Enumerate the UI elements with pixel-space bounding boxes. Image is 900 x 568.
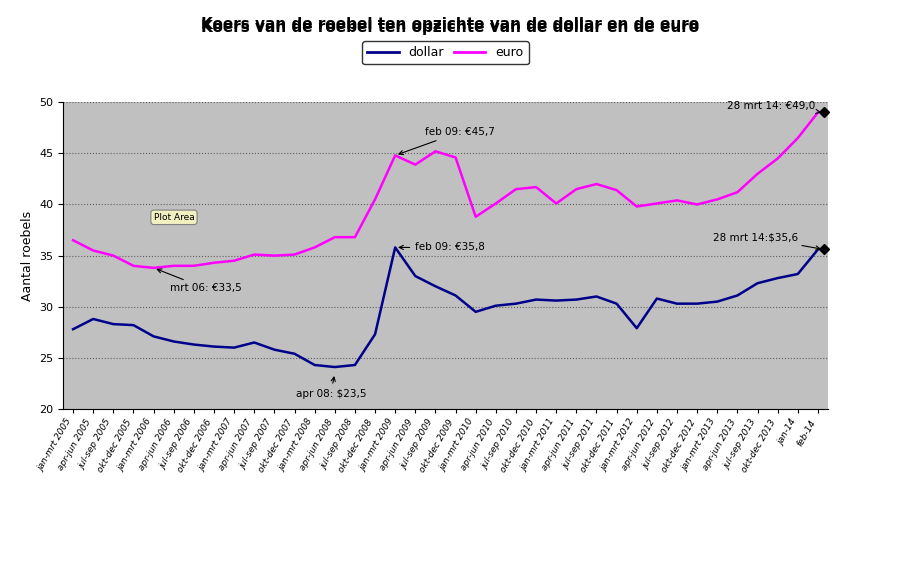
Y-axis label: Aantal roebels: Aantal roebels [21,211,33,300]
Text: Koers van de roebel ten opzichte van de dollar en de euro (1e kwartaal 2005 - 28: Koers van de roebel ten opzichte van de … [41,17,859,32]
Text: mrt 06: €33,5: mrt 06: €33,5 [158,269,241,294]
Text: feb 09: €45,7: feb 09: €45,7 [399,127,495,154]
Text: Koers van de roebel ten opzichte van de dollar en de euro: Koers van de roebel ten opzichte van de … [201,20,699,35]
Legend: dollar, euro: dollar, euro [363,41,528,64]
Text: feb 09: €35,8: feb 09: €35,8 [400,243,485,253]
Text: 28 mrt 14:$35,6: 28 mrt 14:$35,6 [713,232,820,250]
Text: Koers van de roebel ten opzichte van de dollar en de euro: Koers van de roebel ten opzichte van de … [201,17,699,32]
Text: apr 08: $23,5: apr 08: $23,5 [295,377,366,399]
Text: 28 mrt 14: €49,0: 28 mrt 14: €49,0 [727,102,821,114]
Text: Plot Area: Plot Area [154,213,194,222]
